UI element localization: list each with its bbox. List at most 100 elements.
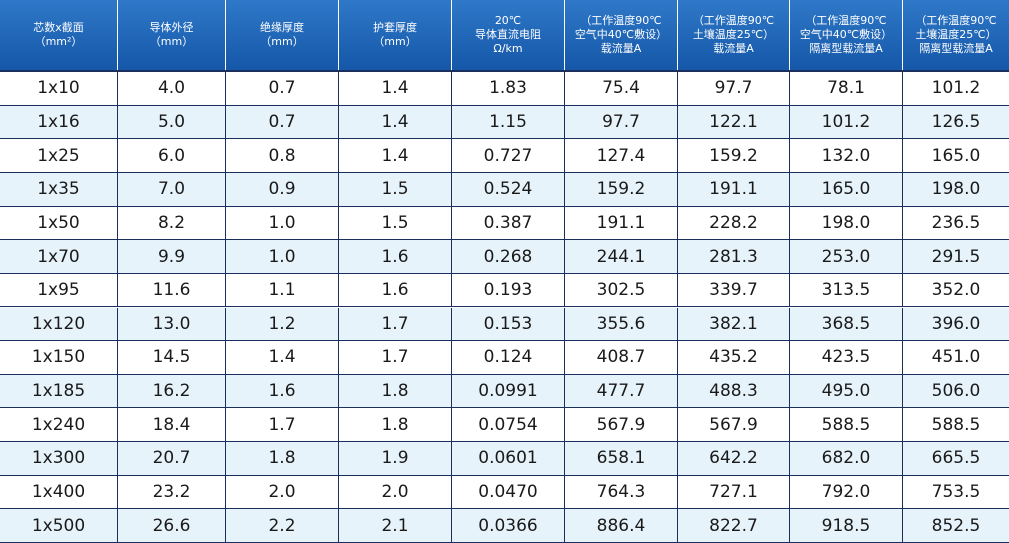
body-cell: 1x70 [0,240,118,274]
body-cell: 126.5 [903,105,1009,140]
body-cell: 165.0 [903,139,1009,173]
body-cell: 302.5 [565,273,678,308]
body-cell: 13.0 [118,307,226,342]
body-cell: 236.5 [903,207,1009,241]
body-cell: 1.4 [339,105,452,140]
header-text: 导体外径 [149,21,194,34]
body-cell: 1.7 [339,341,452,375]
body-cell: 228.2 [678,206,790,241]
body-cell: 396.0 [903,307,1009,342]
body-cell: 159.2 [678,139,790,173]
header-text: （mm） [260,35,304,48]
body-cell: 0.7 [226,72,339,106]
body-cell: 1.8 [339,374,452,409]
body-cell: 281.3 [678,240,790,274]
body-cell: 16.2 [118,374,226,409]
body-cell: 0.193 [452,273,565,308]
body-cell: 198.0 [790,206,903,241]
header-text: 护套厚度 [373,21,417,34]
body-cell: 5.0 [118,105,226,140]
body-cell: 0.0470 [452,475,565,510]
body-cell: 852.5 [903,509,1009,543]
body-cell: 1.6 [339,240,452,274]
body-cell: 355.6 [565,307,678,342]
header-cell: 导体外径 （mm） [118,0,226,70]
header-text: （工作温度90℃ [805,14,887,27]
body-cell: 1.0 [226,206,339,241]
body-cell: 567.9 [565,408,678,443]
body-cell: 101.2 [790,105,903,140]
header-text: （mm） [149,35,194,48]
body-cell: 665.5 [903,442,1009,476]
body-cell: 727.1 [678,475,790,510]
body-cell: 2.0 [226,475,339,510]
body-cell: 1.8 [226,442,339,476]
header-text: （工作温度90℃ [580,14,662,27]
body-cell: 1.1 [226,273,339,308]
body-cell: 0.9 [226,172,339,207]
header-rule [0,70,1009,72]
body-cell: 1.4 [339,72,452,106]
body-cell: 2.1 [339,509,452,543]
header-text: Ω/km [493,42,523,55]
body-cell: 1.9 [339,442,452,476]
body-cell: 122.1 [678,105,790,140]
body-cell: 253.0 [790,240,903,274]
body-cell: 0.0366 [452,509,565,543]
body-cell: 1.6 [226,374,339,409]
body-cell: 23.2 [118,475,226,510]
body-cell: 0.153 [452,307,565,342]
body-cell: 7.0 [118,172,226,207]
header-text: （mm²） [34,35,83,48]
body-cell: 339.7 [678,273,790,308]
body-cell: 1x150 [0,341,118,375]
body-cell: 1x500 [0,509,118,543]
header-text: （工作温度90℃ [915,14,997,27]
body-cell: 0.387 [452,206,565,241]
body-cell: 1x185 [0,374,118,409]
body-cell: 0.0754 [452,408,565,443]
header-text: 隔离型载流量A [809,42,883,55]
body-cell: 26.6 [118,509,226,543]
body-cell: 435.2 [678,341,790,375]
body-cell: 97.7 [678,72,790,106]
body-cell: 1x25 [0,139,118,173]
body-cell: 2.0 [339,475,452,510]
body-cell: 75.4 [565,72,678,106]
header-text: 20℃ [494,14,522,27]
body-cell: 1x120 [0,307,118,342]
body-cell: 477.7 [565,374,678,409]
body-cell: 14.5 [118,341,226,375]
body-cell: 423.5 [790,341,903,375]
body-cell: 1.8 [339,408,452,443]
body-cell: 1.0 [226,240,339,274]
body-cell: 132.0 [790,139,903,173]
body-cell: 792.0 [790,475,903,510]
body-cell: 20.7 [118,442,226,476]
body-cell: 642.2 [678,442,790,476]
body-cell: 1x300 [0,442,118,476]
body-cell: 9.9 [118,240,226,274]
body-cell: 313.5 [790,273,903,308]
body-cell: 1.5 [339,206,452,241]
body-cell: 78.1 [790,72,903,106]
body-cell: 886.4 [565,509,678,543]
body-cell: 1.7 [226,408,339,443]
header-text: 空气中40℃敷设） [574,28,668,41]
body-cell: 0.0991 [452,374,565,409]
header-cell: 护套厚度 （mm） [339,0,452,70]
body-cell: 291.5 [903,240,1009,274]
header-text: 空气中40℃敷设） [799,28,893,41]
body-cell: 1.6 [339,273,452,308]
body-cell: 0.727 [452,139,565,173]
header-text: 隔离型载流量A [919,42,993,55]
body-cell: 567.9 [678,408,790,443]
body-cell: 1x50 [0,206,118,241]
body-cell: 0.524 [452,172,565,207]
header-text: （工作温度90℃ [692,14,775,27]
body-cell: 1.5 [339,172,452,207]
body-cell: 1x35 [0,172,118,207]
body-cell: 0.8 [226,139,339,173]
header-text: 载流量A [713,42,754,55]
body-cell: 159.2 [565,172,678,207]
